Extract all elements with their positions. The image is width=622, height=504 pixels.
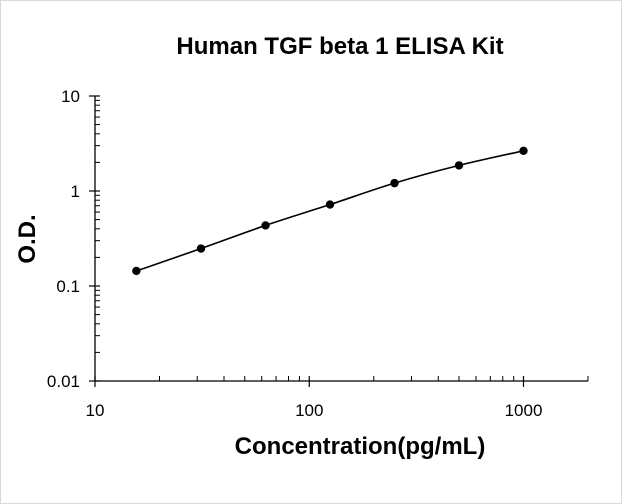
data-point — [132, 266, 141, 276]
x-tick-label: 100 — [295, 401, 323, 420]
axes — [89, 95, 589, 387]
data-point — [325, 200, 335, 209]
y-tick-label: 0.01 — [47, 372, 80, 391]
data-point — [390, 178, 399, 188]
data-point — [454, 161, 464, 170]
y-tick-label: 1 — [71, 182, 80, 201]
curve-layer — [136, 150, 524, 272]
x-tick-label: 10 — [86, 401, 105, 420]
y-tick-label: 10 — [61, 87, 80, 106]
x-axis-title: Concentration(pg/mL) — [235, 433, 486, 460]
data-points — [132, 146, 528, 276]
data-point — [261, 221, 270, 230]
tick-labels: 0.01 0.1 1 10 10 100 1000 — [47, 87, 543, 420]
y-axis-title: O.D. — [14, 214, 41, 263]
data-point — [519, 146, 528, 155]
data-point — [196, 244, 206, 253]
x-tick-label: 1000 — [505, 401, 543, 420]
chart-title: Human TGF beta 1 ELISA Kit — [176, 33, 503, 60]
y-tick-label: 0.1 — [56, 277, 80, 296]
fitted-curve — [136, 150, 524, 272]
